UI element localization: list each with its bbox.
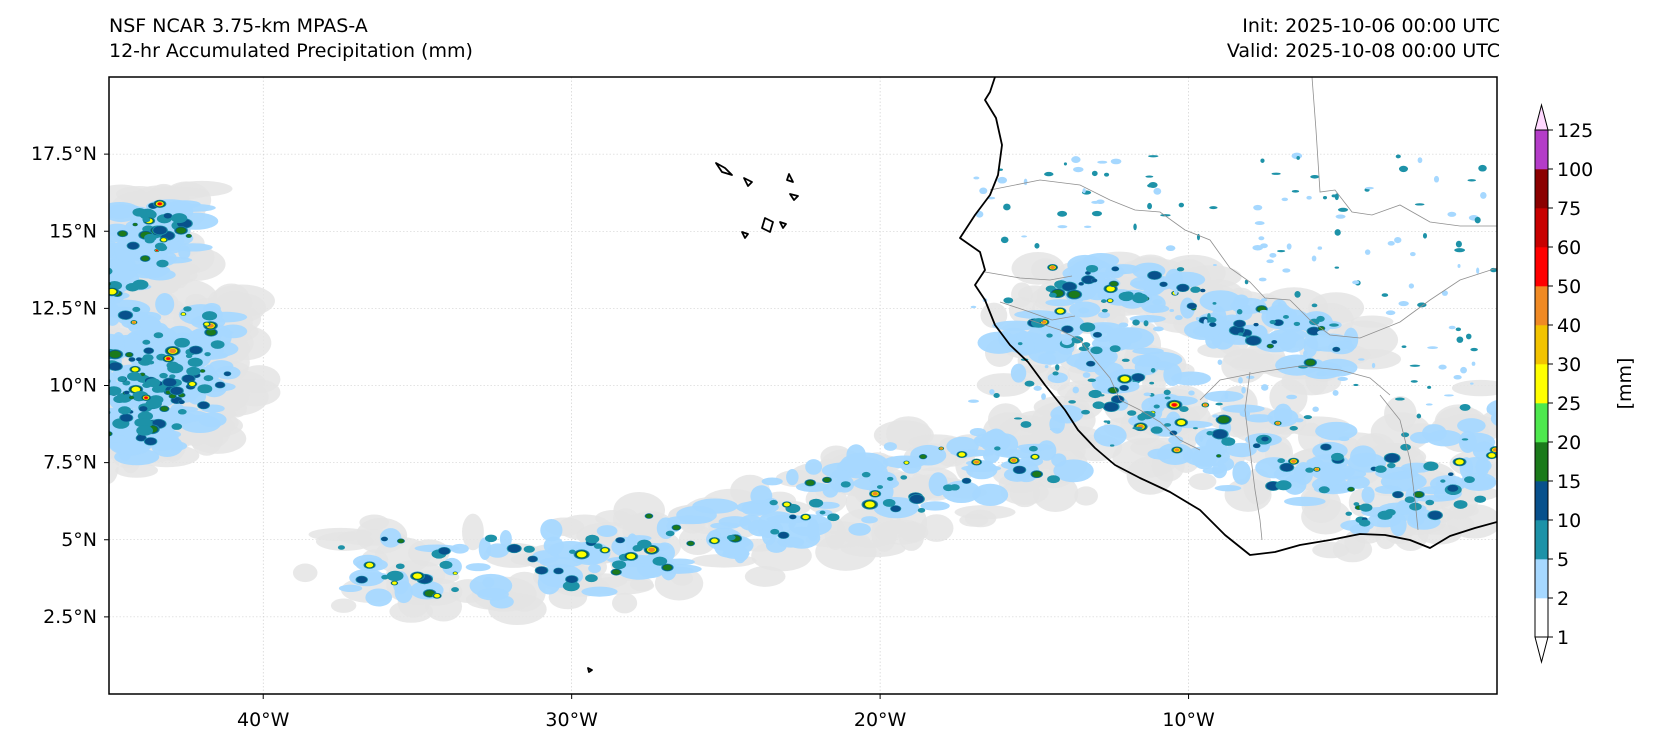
title-left: NSF NCAR 3.75-km MPAS-A 12-hr Accumulate… [109, 14, 473, 64]
colorbar-level-label: 60 [1557, 237, 1581, 259]
colorbar-segment [1535, 481, 1548, 521]
colorbar-over-arrow [1534, 103, 1549, 131]
colorbar-segment [1535, 364, 1548, 404]
colorbar-segment [1535, 130, 1548, 170]
colorbar-segment [1535, 442, 1548, 482]
colorbar-level-label: 10 [1557, 510, 1581, 532]
colorbar-level-label: 20 [1557, 432, 1581, 454]
coastline [587, 77, 1497, 673]
model-name: NSF NCAR 3.75-km MPAS-A [109, 15, 368, 37]
lat-tick-label: 2.5°N [43, 606, 97, 628]
axis-ticks: 17.5°N 15°N 12.5°N 10°N 7.5°N 5°N 2.5°N 40°W 30°… [31, 143, 1215, 731]
colorbar-segment [1535, 208, 1548, 248]
colorbar-level-label: 1 [1557, 627, 1569, 649]
colorbar-level-label: 100 [1557, 159, 1593, 181]
colorbar-level-label: 30 [1557, 354, 1581, 376]
colorbar-level-label: 75 [1557, 198, 1581, 220]
colorbar-segment [1535, 520, 1548, 560]
colorbar-unit-label: [mm] [1614, 358, 1636, 410]
lat-tick-label: 10°N [49, 375, 97, 397]
colorbar-frame [1534, 129, 1549, 638]
colorbar-under-arrow [1534, 636, 1549, 664]
lon-tick-label: 20°W [854, 709, 907, 731]
colorbar-level-label: 50 [1557, 276, 1581, 298]
lat-tick-label: 5°N [61, 529, 97, 551]
colorbar-segment [1535, 325, 1548, 365]
title-right: Init: 2025-10-06 00:00 UTC Valid: 2025-1… [1227, 14, 1500, 64]
lat-tick-label: 15°N [49, 220, 97, 242]
lat-tick-label: 7.5°N [43, 452, 97, 474]
field-name: 12-hr Accumulated Precipitation (mm) [109, 40, 473, 62]
colorbar-level-label: 2 [1557, 588, 1569, 610]
colorbar-level-label: 40 [1557, 315, 1581, 337]
colorbar-segment [1535, 559, 1548, 599]
colorbar-level-label: 25 [1557, 393, 1581, 415]
lat-tick-label: 17.5°N [31, 143, 97, 165]
colorbar-level-label: 15 [1557, 471, 1581, 493]
colorbar-level-label: 5 [1557, 549, 1569, 571]
country-borders [984, 77, 1497, 541]
precipitation-field [109, 152, 1497, 626]
plot-area [109, 77, 1497, 694]
lon-tick-label: 10°W [1162, 709, 1215, 731]
colorbar-level-label: 125 [1557, 120, 1593, 142]
lat-tick-label: 12.5°N [31, 297, 97, 319]
colorbar-segment [1535, 598, 1548, 638]
colorbar-segment [1535, 403, 1548, 443]
colorbar-segment [1535, 169, 1548, 209]
init-time: Init: 2025-10-06 00:00 UTC [1242, 15, 1500, 37]
colorbar-segment [1535, 247, 1548, 287]
valid-time: Valid: 2025-10-08 00:00 UTC [1226, 40, 1500, 62]
lon-tick-label: 40°W [237, 709, 290, 731]
lon-tick-label: 30°W [545, 709, 598, 731]
colorbar-segment [1535, 286, 1548, 326]
